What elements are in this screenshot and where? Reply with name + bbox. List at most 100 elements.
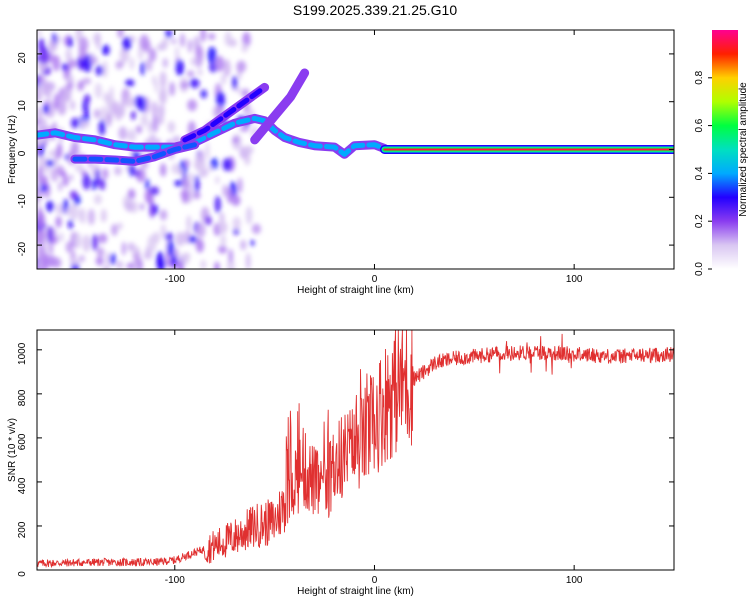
noise-blob [125, 79, 135, 87]
noise-blob [117, 222, 123, 230]
noise-blob [83, 54, 92, 73]
noise-blob [184, 158, 190, 169]
noise-blob [178, 168, 185, 176]
noise-blob [148, 48, 157, 62]
ridge-core [252, 70, 308, 143]
y-tick-label: 800 [17, 389, 28, 406]
noise-blob [37, 245, 46, 262]
snr-plot-area [37, 330, 674, 569]
y-axis-label: Frequency (Hz) [7, 115, 18, 184]
noise-blob [180, 81, 190, 89]
noise-blob [220, 73, 227, 85]
noise-blob [237, 177, 243, 194]
noise-blob [47, 255, 56, 268]
noise-blob [109, 253, 116, 265]
noise-blob [175, 59, 185, 76]
noise-blob [187, 39, 193, 53]
noise-blob [190, 57, 197, 66]
noise-blob [80, 120, 90, 129]
noise-blob [82, 77, 92, 85]
noise-blob [95, 168, 100, 187]
noise-blob [139, 34, 150, 50]
noise-blob [170, 38, 177, 45]
noise-blob [208, 165, 213, 172]
noise-blob [140, 113, 149, 127]
noise-blob [164, 30, 173, 39]
noise-blob [245, 252, 251, 269]
noise-blob [69, 100, 76, 111]
noise-blob [129, 57, 135, 70]
noise-blob [214, 261, 220, 269]
noise-blob [68, 174, 74, 181]
noise-blob [195, 153, 201, 172]
noise-blob [145, 58, 153, 72]
noise-blob [152, 75, 157, 86]
noise-blob [128, 163, 136, 177]
noise-blob [231, 194, 241, 206]
noise-blob [37, 166, 44, 184]
noise-blob [39, 46, 50, 65]
noise-blob [239, 125, 250, 132]
ridge-core [182, 84, 268, 143]
noise-blob [127, 188, 136, 200]
noise-blob [70, 258, 80, 266]
x-axis-label: Height of straight line (km) [297, 285, 414, 296]
colorbar-label: Normalized spectral amplitude [738, 82, 749, 217]
noise-blob [237, 87, 242, 95]
noise-blob [37, 86, 40, 102]
noise-blob [196, 222, 206, 238]
noise-blob [232, 75, 238, 90]
noise-blob [65, 241, 73, 253]
noise-blob [228, 38, 238, 48]
noise-blob [96, 247, 105, 258]
snr-series-line [37, 330, 674, 569]
noise-blob [156, 251, 165, 268]
noise-blob [197, 68, 203, 76]
noise-blob [171, 163, 181, 174]
noise-blob [56, 35, 62, 43]
noise-blob [158, 87, 168, 105]
x-tick-label: 0 [372, 274, 378, 285]
noise-blob [222, 184, 228, 197]
noise-blob [200, 259, 207, 269]
noise-blob [66, 81, 74, 90]
noise-blob [52, 55, 61, 72]
noise-blob [134, 169, 140, 178]
x-tick-label: 0 [372, 575, 378, 586]
noise-blob [58, 232, 65, 242]
noise-blob [37, 259, 43, 269]
colorbar-tick-label: 0.8 [694, 70, 705, 84]
noise-blob [208, 33, 216, 41]
noise-blob [186, 70, 195, 77]
noise-blob [82, 173, 91, 190]
noise-blob [37, 106, 43, 124]
noise-blob [174, 180, 184, 187]
noise-blob [236, 60, 247, 73]
x-tick-label: 100 [566, 274, 583, 285]
noise-blob [93, 194, 102, 205]
noise-blob [59, 170, 67, 178]
noise-blob [214, 55, 225, 72]
noise-blob [67, 36, 73, 49]
noise-blob [74, 232, 82, 249]
noise-blob [82, 234, 91, 253]
noise-blob [143, 251, 153, 260]
noise-blob [187, 99, 198, 112]
noise-blob [216, 91, 225, 109]
noise-blob [65, 207, 75, 216]
noise-blob [67, 219, 74, 230]
colorbar-bar [712, 30, 738, 269]
noise-blob [174, 46, 180, 57]
noise-blob [105, 251, 111, 268]
noise-blob [219, 212, 225, 224]
noise-blob [133, 263, 139, 269]
noise-blob [116, 260, 124, 269]
noise-blob [37, 74, 44, 82]
noise-blob [241, 43, 248, 53]
noise-blob [195, 54, 203, 68]
noise-blob [159, 163, 167, 177]
noise-blob [215, 176, 220, 184]
noise-blob [65, 48, 72, 63]
noise-blob [56, 142, 63, 159]
